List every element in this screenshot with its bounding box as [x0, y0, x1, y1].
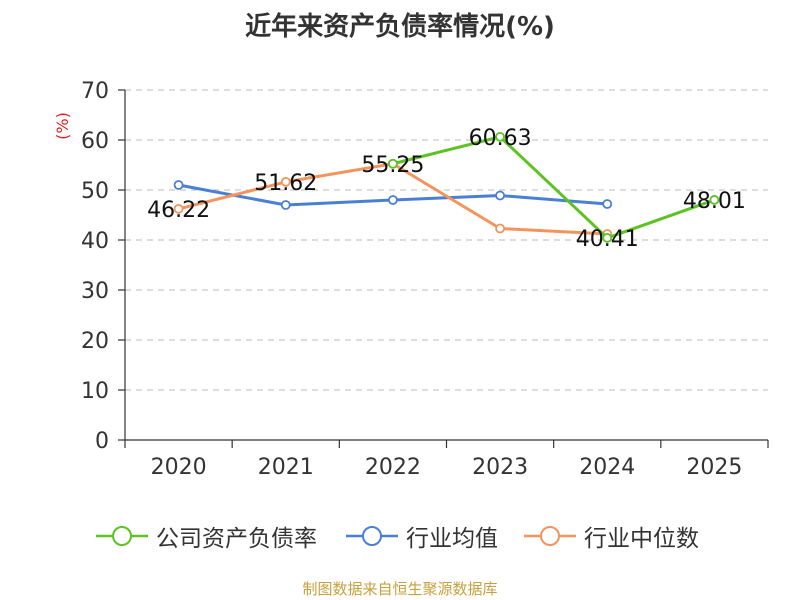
axis-layer: 0 10 20 30 40 50 60 70 2020 2021 2022 2023 2024 2025: [81, 79, 769, 480]
data-label-layer: 60.63 40.41 48.01 46.22 51.62 55.25: [147, 126, 746, 252]
data-point[interactable]: [602, 199, 613, 209]
x-tick-label: 2023: [472, 455, 528, 480]
data-source-note: 制图数据来自恒生聚源数据库: [302, 580, 498, 598]
series-line: [392, 135, 715, 240]
data-label: 55.25: [361, 153, 424, 178]
data-point[interactable]: [280, 176, 291, 187]
data-label: 60.63: [469, 126, 532, 151]
y-axis-unit-label: (%): [53, 112, 72, 140]
chart-title: 近年来资产负债率情况(%): [245, 12, 555, 42]
legend-label-industry-mean: 行业均值: [406, 526, 498, 552]
data-point[interactable]: [173, 203, 184, 214]
y-tick-label: 70: [81, 79, 109, 104]
legend-line-marker-icon: [96, 526, 148, 546]
data-point[interactable]: [280, 200, 291, 210]
legend-line-marker-icon: [346, 526, 398, 546]
y-tick-label: 60: [81, 129, 109, 154]
data-label: 40.41: [576, 227, 639, 252]
y-tick-label: 40: [81, 229, 109, 254]
data-point[interactable]: [173, 180, 184, 190]
legend-line-marker-icon: [524, 526, 576, 546]
y-tick-label: 10: [81, 379, 109, 404]
legend-item-industry-median[interactable]: 行业中位数: [524, 520, 699, 552]
legend-label-industry-median: 行业中位数: [584, 526, 699, 552]
y-tick-label: 20: [81, 329, 109, 354]
x-tick-label: 2021: [258, 455, 314, 480]
data-point[interactable]: [495, 131, 505, 142]
data-label: 51.62: [254, 171, 317, 196]
legend-item-company[interactable]: 公司资产负债率: [96, 520, 317, 552]
data-point[interactable]: [602, 233, 613, 243]
legend-item-industry-mean[interactable]: 行业均值: [346, 520, 498, 552]
series-layer: [173, 131, 720, 243]
data-point[interactable]: [388, 158, 398, 169]
y-tick-label: 30: [81, 279, 109, 304]
data-label: 48.01: [683, 189, 746, 214]
data-label: 46.22: [147, 198, 210, 223]
y-tick-label: 0: [95, 429, 109, 454]
x-tick-label: 2024: [579, 455, 635, 480]
data-point[interactable]: [388, 195, 398, 205]
data-point[interactable]: [495, 190, 505, 201]
data-point[interactable]: [495, 223, 505, 234]
x-tick-label: 2020: [151, 455, 207, 480]
legend-label-company: 公司资产负债率: [156, 526, 317, 552]
x-tick-label: 2025: [686, 455, 742, 480]
data-point[interactable]: [709, 195, 720, 205]
x-tick-label: 2022: [365, 455, 421, 480]
grid-layer: [125, 89, 768, 391]
y-tick-label: 50: [81, 179, 109, 204]
